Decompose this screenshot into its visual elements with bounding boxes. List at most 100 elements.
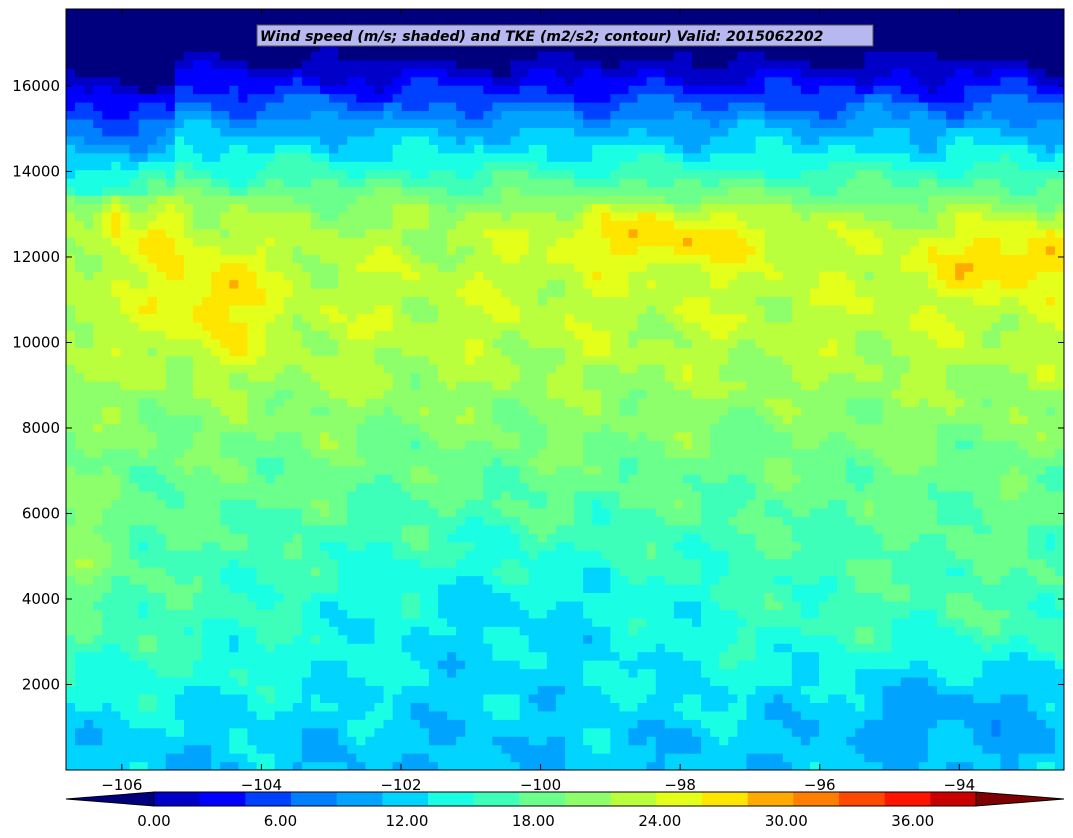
field-cell bbox=[93, 203, 103, 213]
field-cell bbox=[320, 220, 330, 230]
field-cell bbox=[183, 288, 194, 298]
field-cell bbox=[383, 271, 394, 281]
field-cell bbox=[256, 296, 267, 306]
field-cell bbox=[447, 440, 457, 450]
field-cell bbox=[301, 457, 312, 467]
field-cell bbox=[256, 524, 267, 534]
field-cell bbox=[165, 321, 176, 331]
field-cell bbox=[510, 474, 521, 484]
field-cell bbox=[392, 296, 403, 306]
field-cell bbox=[138, 702, 149, 712]
field-cell bbox=[129, 85, 140, 95]
field-cell bbox=[156, 17, 167, 27]
field-cell bbox=[546, 702, 557, 712]
field-cell bbox=[320, 592, 330, 602]
field-cell bbox=[428, 178, 439, 188]
field-cell bbox=[338, 262, 348, 272]
field-cell bbox=[347, 135, 357, 145]
field-cell bbox=[347, 482, 357, 492]
field-cell bbox=[365, 465, 376, 475]
field-cell bbox=[565, 482, 575, 492]
field-cell bbox=[501, 254, 512, 264]
field-cell bbox=[374, 676, 385, 687]
field-cell bbox=[211, 304, 221, 314]
field-cell bbox=[211, 288, 221, 298]
field-cell bbox=[383, 550, 394, 560]
field-cell bbox=[156, 474, 167, 484]
field-cell bbox=[510, 271, 521, 281]
field-cell bbox=[75, 465, 85, 475]
field-cell bbox=[111, 474, 122, 484]
field-cell bbox=[301, 693, 312, 703]
field-cell bbox=[419, 203, 430, 213]
field-cell bbox=[437, 355, 448, 365]
field-cell bbox=[111, 676, 122, 687]
field-cell bbox=[383, 693, 394, 703]
field-cell bbox=[528, 355, 539, 365]
field-cell bbox=[365, 169, 376, 179]
field-cell bbox=[265, 195, 276, 205]
field-cell bbox=[447, 127, 457, 137]
field-cell bbox=[183, 727, 194, 737]
field-cell bbox=[220, 330, 230, 340]
field-cell bbox=[483, 643, 494, 653]
field-cell bbox=[465, 693, 475, 703]
field-cell bbox=[247, 524, 258, 534]
field-cell bbox=[428, 643, 439, 653]
field-cell bbox=[229, 313, 239, 323]
field-cell bbox=[229, 727, 239, 737]
field-cell bbox=[66, 321, 76, 331]
field-cell bbox=[410, 144, 421, 154]
field-cell bbox=[374, 228, 385, 238]
field-cell bbox=[474, 9, 484, 19]
field-cell bbox=[347, 228, 357, 238]
field-cell bbox=[138, 17, 149, 27]
field-cell bbox=[392, 490, 403, 501]
field-cell bbox=[392, 152, 403, 162]
field-cell bbox=[301, 102, 312, 112]
field-cell bbox=[111, 465, 122, 475]
field-cell bbox=[528, 93, 539, 103]
field-cell bbox=[383, 127, 394, 137]
field-cell bbox=[546, 414, 557, 424]
field-cell bbox=[265, 338, 276, 348]
field-cell bbox=[528, 228, 539, 238]
field-cell bbox=[147, 135, 158, 145]
field-cell bbox=[301, 330, 312, 340]
field-cell bbox=[565, 406, 575, 416]
field-cell bbox=[437, 744, 448, 754]
field-cell bbox=[383, 144, 394, 154]
field-cell bbox=[274, 693, 285, 703]
field-cell bbox=[383, 499, 394, 509]
field-cell bbox=[501, 347, 512, 357]
field-cell bbox=[419, 490, 430, 501]
field-cell bbox=[483, 736, 494, 746]
field-cell bbox=[310, 271, 321, 281]
field-cell bbox=[410, 245, 421, 255]
field-cell bbox=[501, 220, 512, 230]
field-cell bbox=[129, 195, 140, 205]
field-cell bbox=[84, 753, 94, 763]
field-cell bbox=[401, 355, 412, 365]
field-cell bbox=[329, 634, 339, 644]
field-cell bbox=[528, 541, 539, 551]
field-cell bbox=[447, 457, 457, 467]
field-cell bbox=[419, 304, 430, 314]
field-cell bbox=[256, 541, 267, 551]
field-cell bbox=[374, 609, 385, 619]
field-cell bbox=[537, 482, 548, 492]
field-cell bbox=[274, 457, 285, 467]
field-cell bbox=[202, 178, 212, 188]
field-cell bbox=[75, 626, 85, 636]
field-cell bbox=[392, 211, 403, 221]
field-cell bbox=[202, 169, 212, 179]
field-cell bbox=[329, 93, 339, 103]
field-cell bbox=[138, 381, 149, 391]
field-cell bbox=[410, 220, 421, 230]
field-cell bbox=[419, 296, 430, 306]
field-cell bbox=[428, 59, 439, 69]
field-cell bbox=[320, 9, 330, 19]
field-cell bbox=[138, 440, 149, 450]
field-cell bbox=[193, 144, 203, 154]
field-cell bbox=[93, 228, 103, 238]
